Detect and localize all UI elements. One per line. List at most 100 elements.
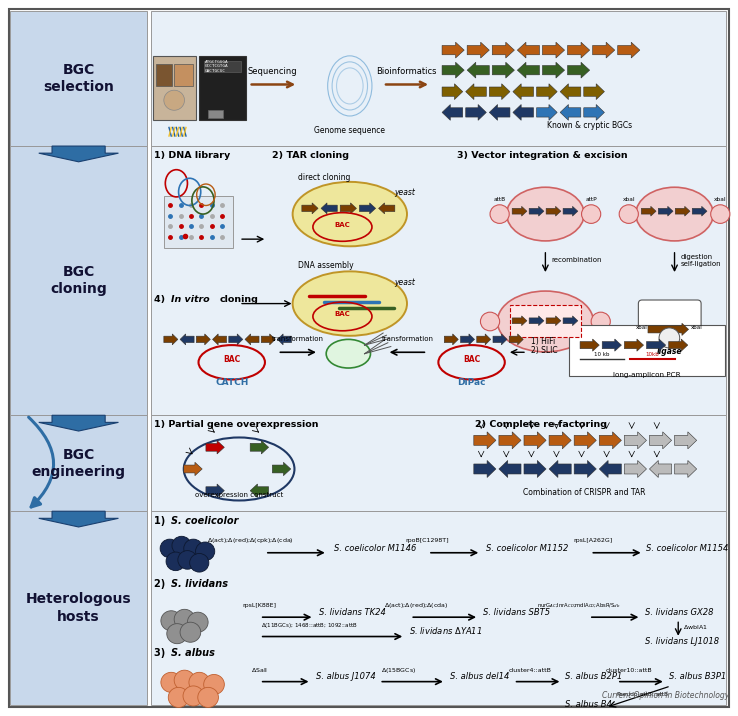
Text: rpoB[C1298T]: rpoB[C1298T] [405, 538, 449, 543]
Text: S. lividans TK24: S. lividans TK24 [319, 608, 386, 617]
Polygon shape [250, 484, 269, 498]
Polygon shape [675, 206, 690, 216]
Text: 1): 1) [154, 516, 169, 526]
Polygon shape [180, 334, 194, 345]
Circle shape [196, 542, 215, 561]
Text: attP: attP [585, 197, 597, 202]
Text: $\Delta$SalI: $\Delta$SalI [251, 666, 269, 674]
Circle shape [168, 687, 189, 707]
Polygon shape [466, 105, 486, 120]
Ellipse shape [292, 271, 407, 336]
FancyBboxPatch shape [151, 511, 726, 705]
Text: S. coelicolor M1146: S. coelicolor M1146 [334, 543, 416, 553]
Polygon shape [624, 432, 646, 449]
Polygon shape [39, 146, 118, 162]
Polygon shape [529, 316, 544, 326]
Circle shape [189, 672, 210, 692]
Text: xbaI: xbaI [622, 197, 635, 202]
Polygon shape [493, 334, 507, 345]
Polygon shape [442, 62, 464, 78]
Polygon shape [442, 84, 463, 100]
Polygon shape [512, 206, 527, 216]
Polygon shape [574, 460, 596, 478]
Polygon shape [658, 206, 673, 216]
FancyBboxPatch shape [10, 146, 147, 415]
Text: BGC
engineering: BGC engineering [32, 448, 125, 479]
Polygon shape [537, 84, 557, 100]
Text: S. lividans $\Delta$YA11: S. lividans $\Delta$YA11 [409, 625, 482, 637]
Polygon shape [546, 316, 561, 326]
Text: transformation: transformation [272, 336, 324, 342]
Text: CATCH: CATCH [215, 378, 249, 387]
Polygon shape [669, 339, 688, 351]
Text: ATGCTGGGA: ATGCTGGGA [204, 60, 228, 64]
Text: S. lividans SBT5: S. lividans SBT5 [483, 608, 550, 617]
Polygon shape [184, 463, 202, 475]
Text: Bioinformatics: Bioinformatics [376, 67, 437, 77]
Polygon shape [206, 484, 224, 498]
Text: xbaI: xbaI [691, 324, 703, 329]
Text: 10kb: 10kb [646, 352, 659, 357]
Text: recombination: recombination [551, 257, 601, 263]
Circle shape [180, 622, 201, 642]
Polygon shape [599, 460, 621, 478]
Polygon shape [649, 460, 672, 478]
Text: Genome sequence: Genome sequence [314, 126, 385, 135]
Polygon shape [474, 460, 496, 478]
Text: S. albus B3P1: S. albus B3P1 [669, 672, 726, 682]
Text: S. albus B2P1: S. albus B2P1 [565, 672, 623, 682]
Text: Heterologous
hosts: Heterologous hosts [26, 592, 131, 624]
Text: long-amplicon PCR: long-amplicon PCR [613, 372, 680, 378]
Polygon shape [340, 203, 356, 214]
Text: 2): 2) [154, 579, 169, 589]
Circle shape [204, 674, 224, 695]
Circle shape [161, 611, 182, 631]
Polygon shape [574, 432, 596, 449]
Ellipse shape [619, 205, 638, 223]
FancyBboxPatch shape [208, 110, 223, 118]
Polygon shape [250, 440, 269, 454]
Polygon shape [602, 339, 621, 351]
Polygon shape [261, 334, 275, 345]
FancyBboxPatch shape [156, 64, 172, 86]
Polygon shape [513, 84, 534, 100]
Circle shape [659, 328, 680, 348]
Polygon shape [524, 432, 546, 449]
Ellipse shape [582, 205, 601, 223]
Polygon shape [442, 42, 464, 58]
Polygon shape [39, 415, 118, 431]
Text: 1) HiFi: 1) HiFi [531, 337, 555, 346]
FancyBboxPatch shape [204, 61, 241, 72]
Text: direct cloning: direct cloning [298, 173, 351, 183]
Circle shape [167, 624, 187, 644]
Circle shape [183, 686, 204, 706]
Polygon shape [444, 334, 458, 345]
Polygon shape [302, 203, 318, 214]
Polygon shape [618, 42, 640, 58]
Polygon shape [624, 460, 646, 478]
Ellipse shape [497, 291, 593, 352]
Ellipse shape [292, 182, 407, 246]
Polygon shape [692, 206, 707, 216]
Text: $\Delta$(15BGCs): $\Delta$(15BGCs) [381, 666, 416, 674]
Text: S. albus del14: S. albus del14 [450, 672, 509, 682]
FancyBboxPatch shape [638, 300, 701, 349]
FancyBboxPatch shape [164, 196, 233, 248]
Text: overexpression construct: overexpression construct [195, 492, 283, 498]
Circle shape [198, 687, 218, 707]
Circle shape [174, 670, 195, 690]
Polygon shape [584, 84, 604, 100]
FancyBboxPatch shape [9, 9, 729, 707]
Polygon shape [513, 105, 534, 120]
Text: 2) SLIC: 2) SLIC [531, 346, 557, 355]
Polygon shape [563, 316, 578, 326]
Polygon shape [568, 62, 590, 78]
FancyBboxPatch shape [10, 415, 147, 511]
Polygon shape [489, 84, 510, 100]
Text: 3): 3) [154, 648, 169, 658]
Polygon shape [517, 42, 539, 58]
Ellipse shape [711, 205, 730, 223]
Polygon shape [675, 460, 697, 478]
FancyBboxPatch shape [151, 11, 726, 146]
Polygon shape [277, 334, 292, 345]
